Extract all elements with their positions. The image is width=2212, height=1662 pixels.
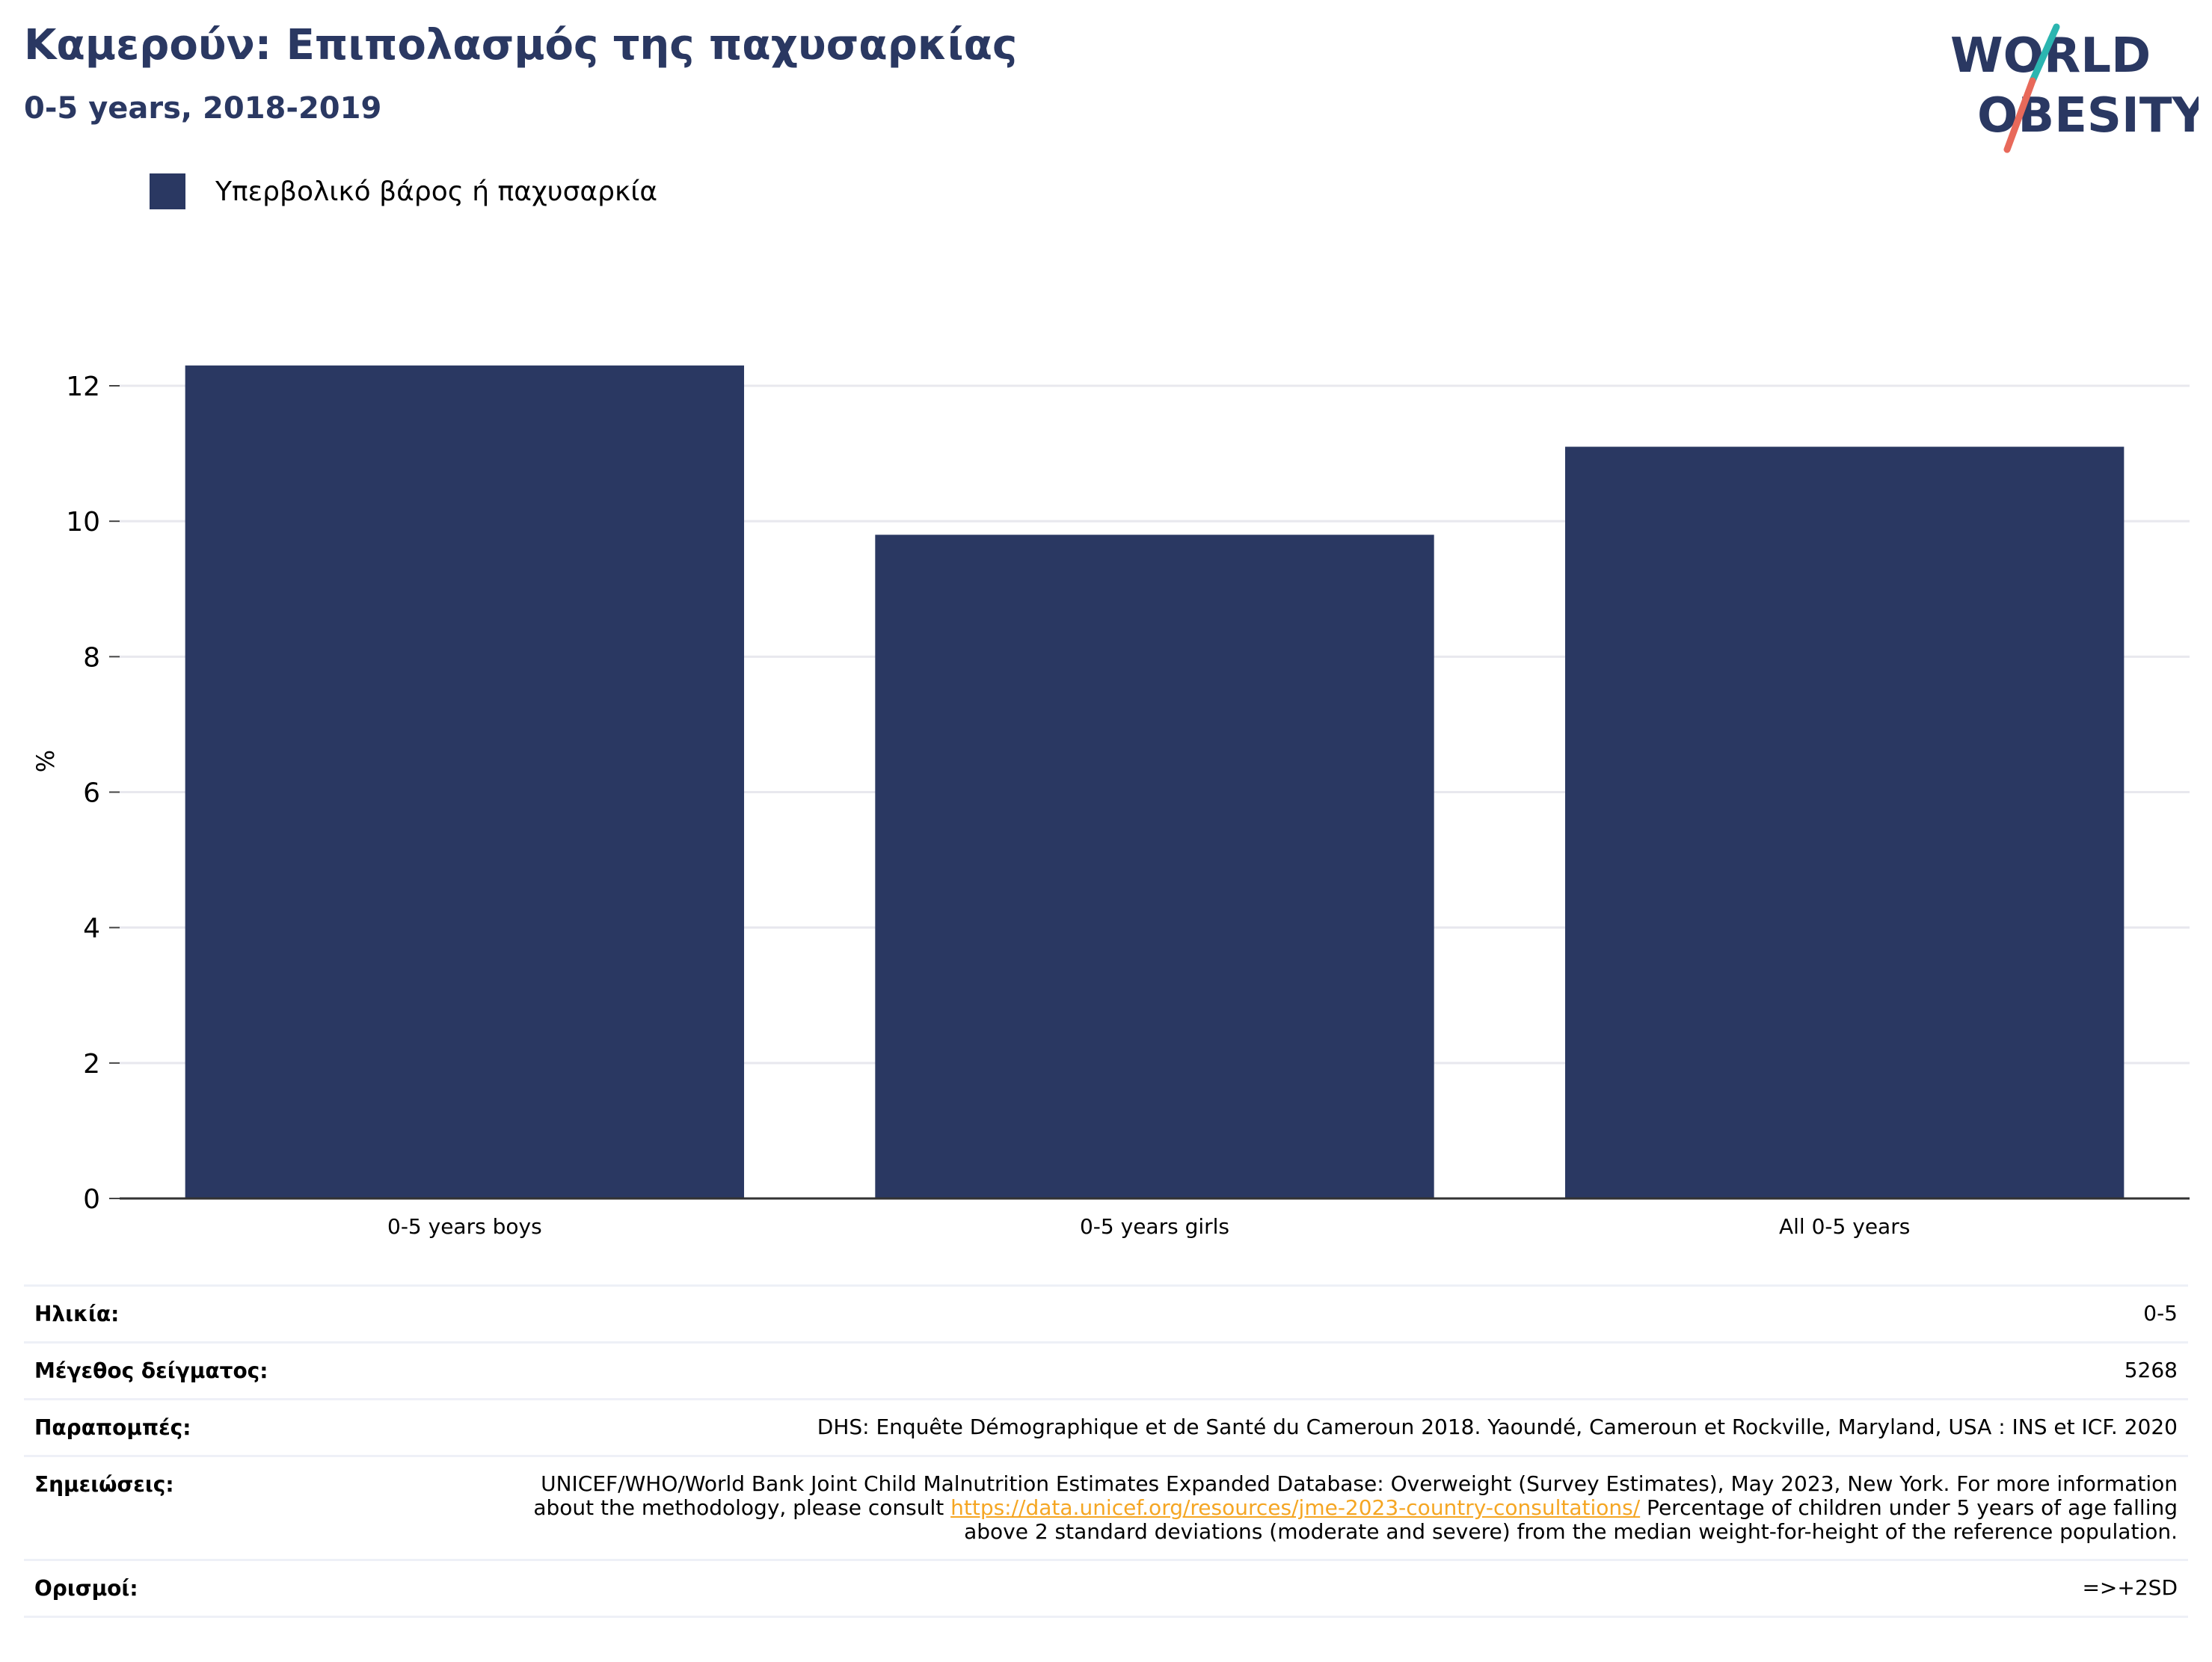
notes-link[interactable]: https://data.unicef.org/resources/jme-20…: [950, 1495, 1641, 1520]
bar-1: [185, 365, 745, 1199]
axes: 0 2 4 6 8 10 12% 0-5 years boys 0-5 years girls A…: [31, 372, 2190, 1239]
references-label: Παραπομπές:: [34, 1415, 191, 1440]
definitions-label: Ορισμοί:: [34, 1576, 138, 1601]
bars: [185, 365, 2125, 1199]
info-row-age: Ηλικία: 0-5: [24, 1285, 2188, 1343]
y-tick-label-4: 4: [83, 914, 100, 944]
legend: Υπερβολικό βάρος ή παχυσαρκία: [150, 173, 657, 209]
y-tick-label-6: 6: [83, 778, 100, 809]
definitions-value: =>+2SD: [2082, 1575, 2178, 1600]
bar-2: [875, 535, 1434, 1198]
y-axis-label: %: [31, 750, 60, 772]
info-row-notes: Σημειώσεις: UNICEF/WHO/World Bank Joint …: [24, 1456, 2188, 1560]
info-row-definitions: Ορισμοί: =>+2SD: [24, 1560, 2188, 1617]
x-tick-label-3: All 0-5 years: [1779, 1214, 1910, 1239]
notes-value: UNICEF/WHO/World Bank Joint Child Malnut…: [494, 1456, 2188, 1560]
logo-slash-top: [2029, 23, 2060, 84]
age-label: Ηλικία:: [34, 1302, 120, 1326]
notes-text-before: UNICEF/WHO/World Bank Joint Child Malnut…: [533, 1471, 2178, 1520]
logo-slash-bottom: [2003, 77, 2036, 153]
y-tick-label-8: 8: [83, 642, 100, 673]
legend-label: Υπερβολικό βάρος ή παχυσαρκία: [215, 176, 658, 207]
info-row-sample-size: Μέγεθος δείγματος: 5268: [24, 1342, 2188, 1400]
y-tick-label-10: 10: [66, 507, 100, 538]
info-table: Ηλικία: 0-5 Μέγεθος δείγματος: 5268 Παρα…: [24, 1284, 2188, 1618]
chart-subtitle: 0-5 years, 2018-2019: [24, 91, 382, 126]
chart-title: Καμερούν: Επιπολασμός της παχυσαρκίας: [24, 21, 1018, 70]
sample-size-value: 5268: [2124, 1358, 2178, 1382]
age-value: 0-5: [2143, 1301, 2178, 1326]
info-row-references: Παραπομπές: DHS: Enquête Démographique e…: [24, 1399, 2188, 1456]
world-obesity-logo: WORLD OBESITY: [1950, 23, 2199, 153]
y-tick-label-0: 0: [83, 1184, 100, 1215]
y-tick-label-12: 12: [66, 372, 100, 402]
x-tick-label-1: 0-5 years boys: [387, 1214, 542, 1239]
bar-chart: 0 2 4 6 8 10 12% 0-5 years boys 0-5 years girls A…: [31, 365, 2190, 1239]
notes-label: Σημειώσεις:: [34, 1472, 174, 1497]
sample-size-label: Μέγεθος δείγματος:: [34, 1358, 268, 1383]
y-tick-label-2: 2: [83, 1049, 100, 1080]
bar-3: [1564, 446, 2125, 1198]
notes-text-after: Percentage of children under 5 years of …: [964, 1495, 2178, 1544]
references-value: DHS: Enquête Démographique et de Santé d…: [817, 1415, 2178, 1439]
legend-swatch: [150, 173, 185, 209]
x-tick-label-2: 0-5 years girls: [1080, 1214, 1229, 1239]
